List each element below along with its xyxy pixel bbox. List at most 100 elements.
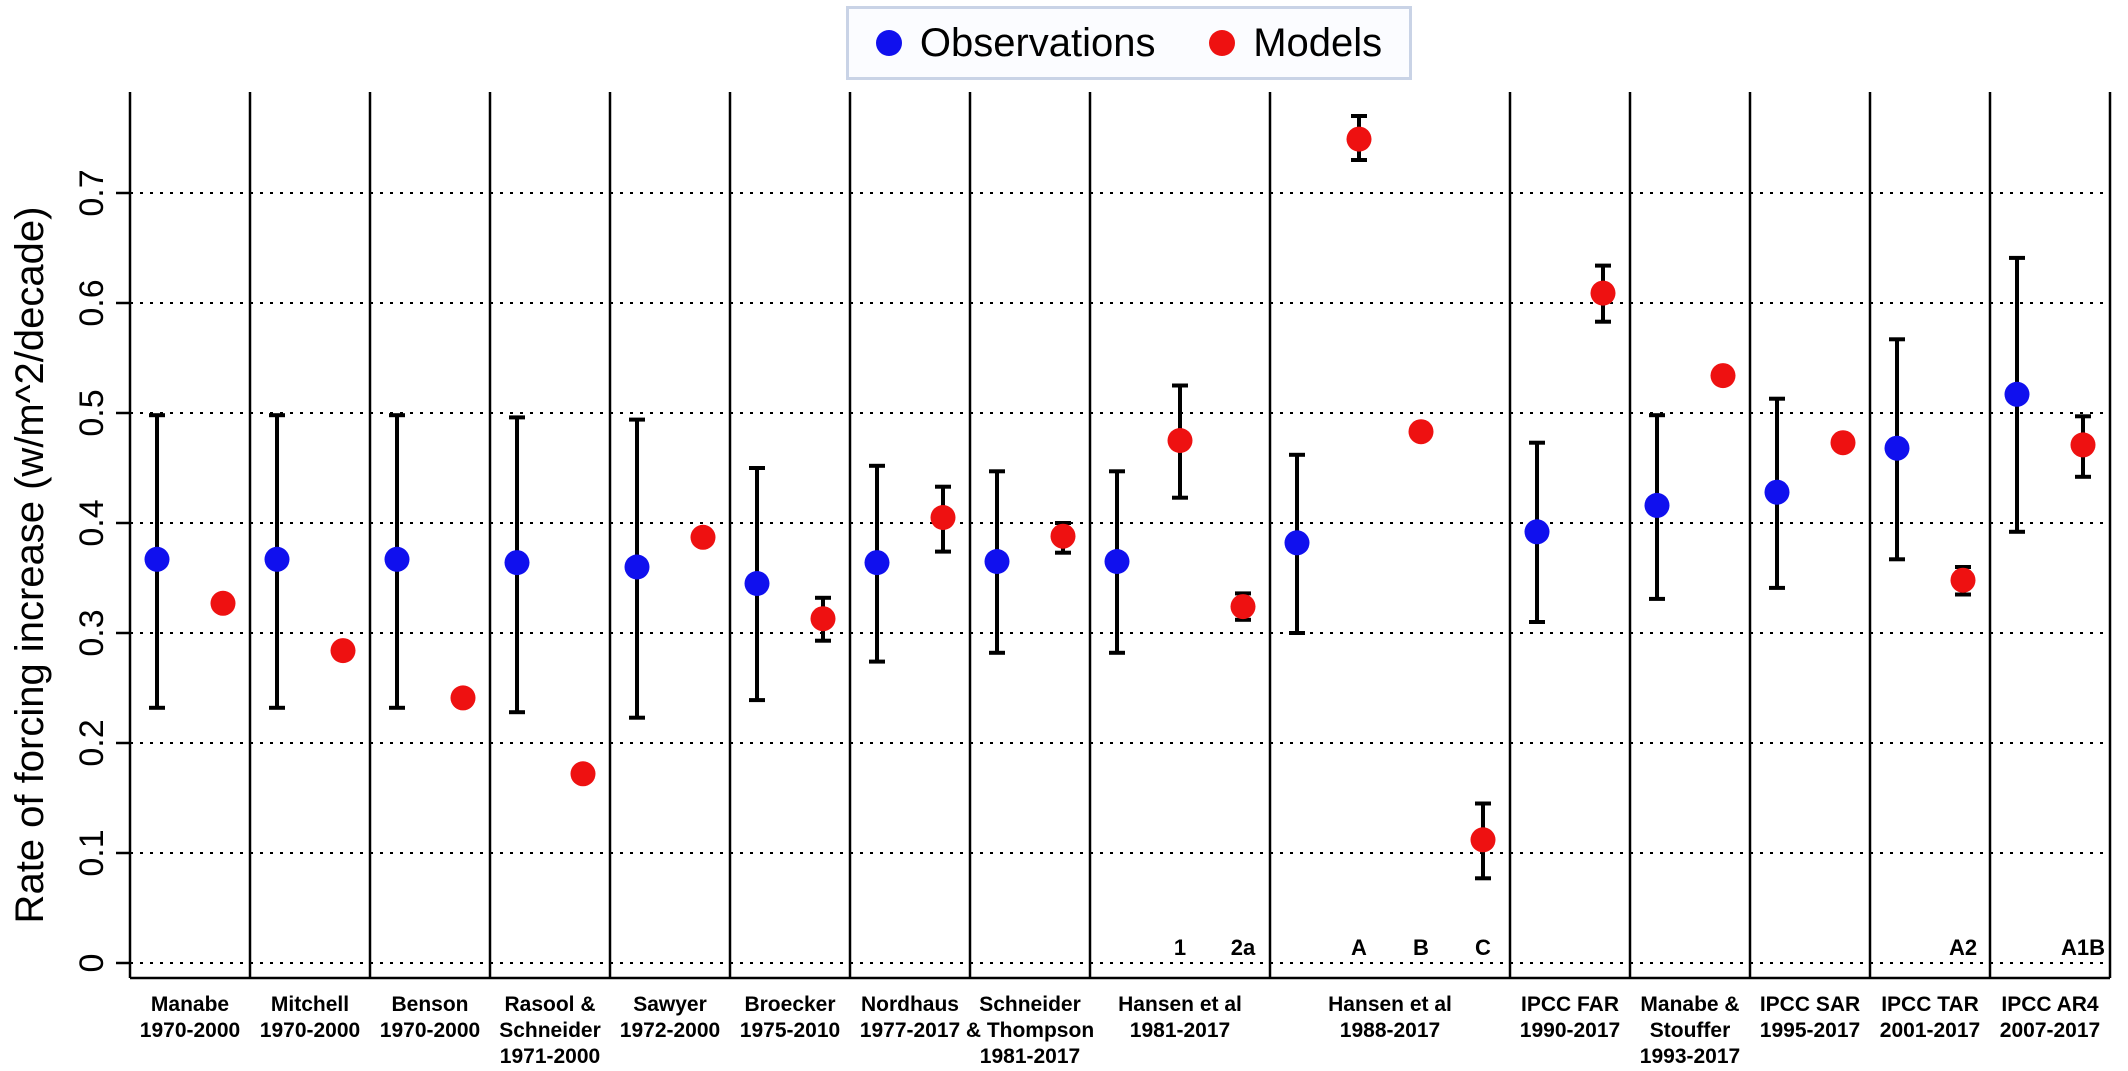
x-group-label-line: Benson [391,993,468,1016]
x-group-label-line: Manabe [151,993,229,1016]
model-point [1830,430,1856,456]
x-group-label: Rasool & Schneider 1971-2000 [499,993,601,1068]
x-group-label-line: Schneider [499,1019,601,1042]
observation-point [1884,435,1910,461]
x-group-label-line: Rasool & [504,993,595,1016]
model-point [330,638,356,664]
x-group-label: IPCC AR4 2007-2017 [2000,993,2100,1042]
x-group-label-line: Sawyer [633,993,707,1016]
observation-point [384,546,410,572]
observation-point [984,549,1010,574]
x-group-label-line: Schneider [979,993,1081,1016]
legend-item-models: Models [1209,21,1382,66]
x-group-label-line: 1972-2000 [620,1019,720,1042]
y-axis-label: Rate of forcing increase (w/m^2/decade) [8,207,52,924]
x-group-label-line: IPCC SAR [1760,993,1860,1016]
observation-point [1644,492,1670,518]
x-group-label: Sawyer 1972-2000 [620,993,720,1042]
model-point [1408,419,1434,445]
x-group-label-line: 1970-2000 [140,1019,240,1042]
x-group-label-line: 1970-2000 [380,1019,480,1042]
model-scenario-label: B [1413,935,1429,960]
observation-point [1104,549,1130,574]
y-tick-label: 0.7 [73,169,111,216]
x-group-label: IPCC TAR 2001-2017 [1880,993,1980,1042]
x-group-label-line: Hansen et al [1118,993,1242,1016]
x-group-label-line: 1971-2000 [500,1045,600,1068]
x-group-label: Nordhaus 1977-2017 [860,993,960,1042]
model-point [810,606,836,632]
x-group-label: Manabe & Stouffer 1993-2017 [1640,993,1740,1068]
observation-point [504,550,530,576]
x-group-label: IPCC FAR 1990-2017 [1520,993,1620,1042]
model-point [450,685,476,711]
y-tick-label: 0.3 [73,609,111,656]
model-scenario-label: A1B [2061,935,2105,960]
y-tick-label: 0 [73,954,111,973]
model-scenario-label: 1 [1174,935,1186,960]
legend-label-models: Models [1253,20,1383,65]
observation-point [2004,381,2030,407]
model-point [1710,363,1736,389]
model-point [930,505,956,530]
x-group-label-line: 2001-2017 [1880,1019,1980,1042]
x-group-label: Manabe 1970-2000 [140,993,240,1042]
x-group-label-line: 1988-2017 [1340,1019,1440,1042]
model-point [1167,428,1193,453]
observation-point [624,554,650,580]
y-tick-label: 0.1 [73,829,111,876]
x-group-label-line: IPCC AR4 [2001,993,2099,1016]
legend-marker-observations [875,30,902,56]
observation-point [1284,530,1310,556]
observation-point [1524,519,1550,545]
x-group-label: Schneider & Thompson 1981-2017 [966,993,1094,1068]
model-point [1470,827,1496,853]
model-point [2070,432,2096,458]
x-group-label-line: 1995-2017 [1760,1019,1860,1042]
x-group-label-line: Broecker [744,993,835,1016]
model-point [1050,523,1076,549]
legend-label-observations: Observations [919,20,1156,65]
x-group-label-line: 1993-2017 [1640,1045,1740,1068]
observation-point [264,546,290,572]
x-group-label-line: IPCC FAR [1521,993,1619,1016]
x-group-label: Broecker 1975-2010 [740,993,840,1042]
observation-point [864,550,890,576]
model-point [1590,280,1616,306]
x-group-label-line: & Thompson [966,1019,1094,1042]
x-group-label-line: Manabe & [1640,993,1739,1016]
observation-point [1764,479,1790,505]
x-group-label-line: Hansen et al [1328,993,1452,1016]
x-group-label: IPCC SAR 1995-2017 [1760,993,1860,1042]
model-scenario-label: 2a [1231,935,1256,960]
x-group-label-line: 2007-2017 [2000,1019,2100,1042]
x-group-label-line: IPCC TAR [1881,993,1979,1016]
y-tick-label: 0.6 [73,279,111,326]
model-point [570,761,596,787]
observation-point [144,546,170,572]
model-scenario-label: C [1475,935,1491,960]
model-point [690,524,716,550]
x-group-label-line: 1990-2017 [1520,1019,1620,1042]
y-tick-label: 0.5 [73,389,111,436]
legend: Observations Models [846,6,1412,80]
model-point [1346,126,1372,152]
x-group-label-line: 1977-2017 [860,1019,960,1042]
model-point [210,590,236,616]
x-group-label: Benson 1970-2000 [380,993,480,1042]
x-group-label-line: 1981-2017 [980,1045,1080,1068]
legend-item-observations: Observations [875,20,1156,66]
model-point [1950,567,1976,593]
x-group-label-line: 1981-2017 [1130,1019,1230,1042]
x-group-label-line: Mitchell [271,993,349,1016]
model-scenario-label: A2 [1949,935,1977,960]
x-group-label-line: 1975-2010 [740,1019,840,1042]
y-tick-label: 0.2 [73,719,111,766]
x-group-label-line: 1970-2000 [260,1019,360,1042]
x-group-label: Mitchell 1970-2000 [260,993,360,1042]
x-group-label: Hansen et al 1981-2017 [1118,993,1242,1042]
y-tick-label: 0.4 [73,499,111,546]
observation-point [744,571,770,596]
